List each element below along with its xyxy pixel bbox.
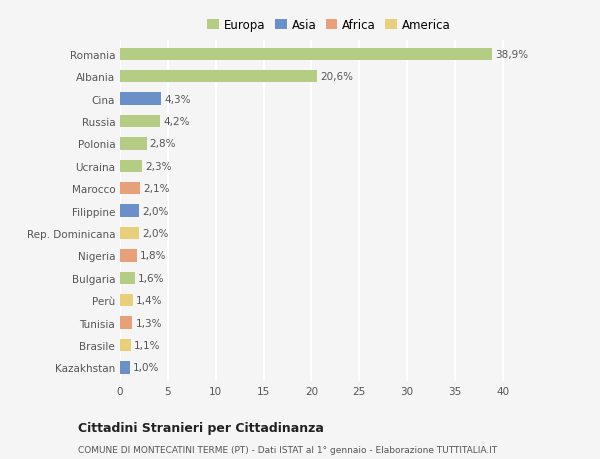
Text: 38,9%: 38,9% [495, 50, 529, 60]
Bar [120, 93, 161, 106]
Bar [120, 317, 133, 329]
Text: 1,8%: 1,8% [140, 251, 167, 261]
Bar [120, 71, 317, 83]
Bar [120, 272, 136, 284]
Bar [120, 361, 130, 374]
Bar [120, 183, 140, 195]
Text: 2,0%: 2,0% [142, 229, 169, 239]
Text: 20,6%: 20,6% [320, 72, 353, 82]
Bar [120, 49, 493, 61]
Text: 1,1%: 1,1% [133, 340, 160, 350]
Legend: Europa, Asia, Africa, America: Europa, Asia, Africa, America [205, 17, 453, 34]
Text: 1,0%: 1,0% [133, 363, 159, 373]
Text: Cittadini Stranieri per Cittadinanza: Cittadini Stranieri per Cittadinanza [78, 421, 324, 434]
Bar [120, 227, 139, 240]
Text: COMUNE DI MONTECATINI TERME (PT) - Dati ISTAT al 1° gennaio - Elaborazione TUTTI: COMUNE DI MONTECATINI TERME (PT) - Dati … [78, 445, 497, 454]
Bar [120, 160, 142, 173]
Text: 1,4%: 1,4% [136, 296, 163, 306]
Bar [120, 339, 131, 351]
Text: 4,2%: 4,2% [163, 117, 190, 127]
Text: 2,0%: 2,0% [142, 206, 169, 216]
Text: 2,3%: 2,3% [145, 162, 172, 172]
Bar [120, 250, 137, 262]
Bar [120, 138, 147, 150]
Text: 1,6%: 1,6% [138, 273, 164, 283]
Text: 1,3%: 1,3% [136, 318, 162, 328]
Text: 2,8%: 2,8% [149, 139, 176, 149]
Text: 2,1%: 2,1% [143, 184, 169, 194]
Bar [120, 294, 133, 307]
Bar [120, 205, 139, 217]
Text: 4,3%: 4,3% [164, 95, 191, 104]
Bar [120, 116, 160, 128]
